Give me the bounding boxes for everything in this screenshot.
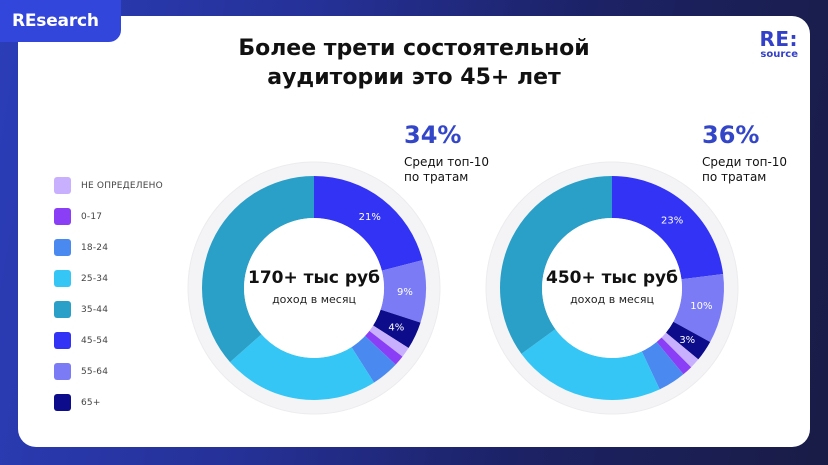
legend-swatch [54,270,71,287]
legend-swatch [54,239,71,256]
slice-label: 4% [388,323,404,334]
resource-logo: RE: source [759,29,798,60]
legend-item: 25-34 [54,263,163,294]
donut-center-main: 170+ тыс руб [248,268,380,288]
legend-item: 35-44 [54,294,163,325]
donut-slice [229,334,375,400]
legend-item: 18-24 [54,232,163,263]
donut-slice [641,341,684,390]
donut-center-sub: доход в месяц [272,293,356,306]
slice-label: 23% [661,216,683,227]
donut-slice [521,329,660,401]
legend-swatch [54,301,71,318]
legend-label: 25-34 [81,273,109,284]
donut-slice [656,337,692,375]
research-badge: REsearch [0,0,121,42]
donut-slice [369,325,409,357]
legend-swatch [54,332,71,349]
donut-slice [202,176,314,363]
legend-label: 55-64 [81,366,109,377]
legend-swatch [54,177,71,194]
donut-slice [665,321,711,360]
donut-center-sub: доход в месяц [570,293,654,306]
legend-label: 0-17 [81,211,103,222]
stat-line-1: Среди топ-10 [702,155,788,169]
legend-label: 18-24 [81,242,109,253]
title-line-1: Более трети состоятельной [238,36,590,61]
donut-slice [365,330,403,365]
legend-swatch [54,394,71,411]
stat-percent: 34% [404,121,462,149]
stat-annotation: 34% Среди топ-10 по тратам [404,121,489,185]
logo-sub: source [760,49,798,60]
slide-title: Более трети состоятельной аудитории это … [0,34,828,92]
donut-center-main: 450+ тыс руб [546,268,678,288]
donut-slice [612,176,724,280]
logo-main: RE: [759,27,798,51]
stat-line-2: по тратам [702,170,767,184]
slice-label: 9% [397,287,413,298]
title-line-2: аудитории это 45+ лет [267,65,561,90]
stat-annotation: 36% Среди топ-10 по тратам [702,121,787,185]
donut-slice [314,176,423,271]
legend-swatch [54,363,71,380]
legend-label: 45-54 [81,335,109,346]
legend-swatch [54,208,71,225]
stat-description: Среди топ-10 по тратам [702,155,787,185]
donut-slice [380,260,427,323]
legend-label: НЕ ОПРЕДЕЛЕНО [81,180,163,191]
legend-item: 0-17 [54,201,163,232]
donut-slice [499,176,612,354]
legend-item: НЕ ОПРЕДЕЛЕНО [54,170,163,201]
donut-slice [661,332,699,368]
slice-label: 10% [690,301,712,312]
donut-slice [351,335,396,383]
donut-slice [673,273,724,342]
stat-description: Среди топ-10 по тратам [404,155,489,185]
legend-item: 65+ [54,387,163,418]
legend-label: 65+ [81,397,101,408]
slice-label: 3% [679,335,695,346]
legend-label: 35-44 [81,304,109,315]
stat-percent: 36% [702,121,760,149]
legend: НЕ ОПРЕДЕЛЕНО 0-17 18-24 25-34 35-44 45-… [54,170,163,418]
stat-line-1: Среди топ-10 [404,155,490,169]
legend-item: 55-64 [54,356,163,387]
legend-item: 45-54 [54,325,163,356]
slice-label: 21% [359,212,381,223]
donut-slice [373,309,421,349]
stat-line-2: по тратам [404,170,469,184]
